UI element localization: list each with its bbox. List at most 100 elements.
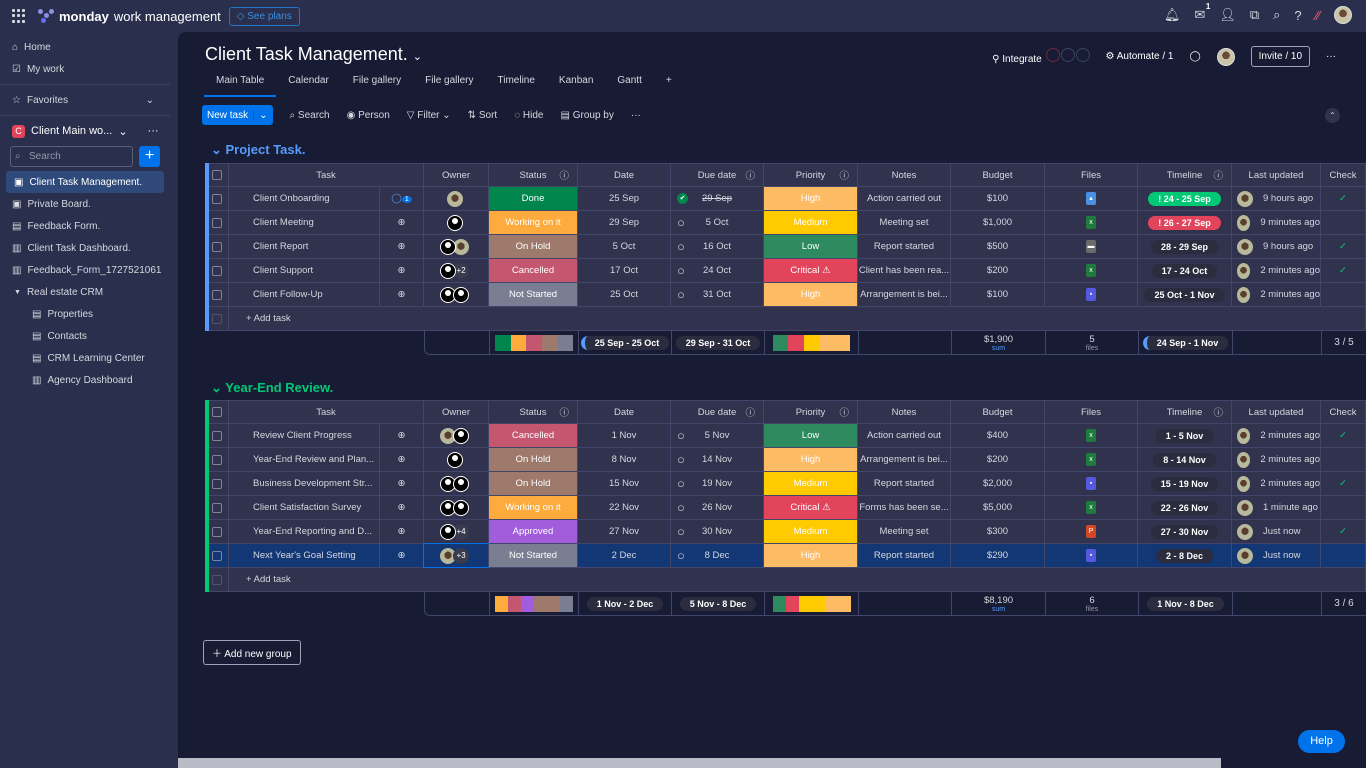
notes-cell[interactable]: Report started: [858, 235, 951, 258]
table-row[interactable]: Client Follow-Up ⊕ Not Started 25 Oct ○ 31 Oc…: [205, 283, 1366, 307]
column-header[interactable]: Last updated: [1232, 164, 1321, 186]
column-header[interactable]: Date: [578, 401, 671, 423]
circle-icon[interactable]: ○: [677, 500, 685, 515]
column-header[interactable]: Check: [1321, 401, 1366, 423]
files-cell[interactable]: x: [1045, 259, 1138, 282]
search-button[interactable]: ⌕ Search: [289, 109, 330, 121]
checkbox[interactable]: [211, 430, 222, 441]
filter-button[interactable]: ▽ Filter ⌄: [406, 109, 451, 121]
budget-cell[interactable]: $200: [951, 259, 1045, 282]
info-icon[interactable]: ⓘ: [559, 408, 569, 419]
add-update-icon[interactable]: ⊕: [397, 502, 406, 513]
timeline-pill[interactable]: 17 - 24 Oct: [1151, 263, 1218, 278]
row-checkbox[interactable]: [205, 211, 229, 234]
row-checkbox[interactable]: [205, 496, 229, 519]
add-task-row[interactable]: + Add task: [205, 307, 1366, 331]
column-header[interactable]: Priority ⓘ: [764, 401, 858, 423]
select-all-checkbox[interactable]: [205, 164, 229, 186]
check-cell[interactable]: [1321, 211, 1366, 234]
budget-cell[interactable]: $290: [951, 544, 1045, 567]
status-cell[interactable]: On Hold: [489, 235, 578, 258]
task-name[interactable]: Year-End Review and Plan...: [229, 448, 380, 471]
add-update-icon[interactable]: ⊕: [397, 430, 406, 441]
updates-button[interactable]: ⊕: [380, 496, 424, 519]
checkbox[interactable]: [211, 454, 222, 465]
row-checkbox[interactable]: [205, 520, 229, 543]
date-cell[interactable]: 29 Sep: [578, 211, 671, 234]
updates-button[interactable]: ◯ 1: [380, 187, 424, 210]
budget-cell[interactable]: $1,000: [951, 211, 1045, 234]
priority-cell[interactable]: High: [764, 544, 858, 567]
check-cell[interactable]: [1321, 496, 1366, 519]
person-icon[interactable]: [453, 427, 469, 444]
circle-icon[interactable]: ○: [677, 287, 685, 302]
add-update-icon[interactable]: ⊕: [397, 265, 406, 276]
check-cell[interactable]: [1321, 448, 1366, 471]
priority-cell[interactable]: Low: [764, 424, 858, 447]
due-date-cell[interactable]: ○ 30 Nov: [671, 520, 764, 543]
status-distribution-bar[interactable]: [495, 595, 573, 612]
column-header[interactable]: Due date ⓘ: [671, 401, 764, 423]
ppt-file-icon[interactable]: P: [1086, 525, 1096, 538]
check-cell[interactable]: ✓: [1321, 259, 1366, 282]
add-task-input[interactable]: + Add task: [229, 568, 1366, 591]
notes-cell[interactable]: Meeting set: [858, 520, 951, 543]
help-button[interactable]: Help: [1298, 730, 1345, 753]
invite-button[interactable]: Invite / 10: [1250, 46, 1310, 67]
sidebar-board-item[interactable]: ▥ Feedback_Form_1727521061: [0, 259, 170, 281]
sidebar-my-work[interactable]: ☑ My work: [0, 58, 170, 80]
task-name[interactable]: Client Follow-Up: [229, 283, 380, 306]
group-title[interactable]: ⌄ Project Task.: [211, 142, 305, 158]
budget-cell[interactable]: $100: [951, 283, 1045, 306]
notes-cell[interactable]: Action carried out: [858, 424, 951, 447]
help-icon[interactable]: ?: [1294, 7, 1302, 23]
info-icon[interactable]: ⓘ: [839, 408, 849, 419]
table-row[interactable]: Review Client Progress ⊕ Cancelled 1 Nov ○ 5 …: [205, 424, 1366, 448]
due-date-cell[interactable]: ○ 26 Nov: [671, 496, 764, 519]
tab-timeline[interactable]: Timeline: [497, 75, 535, 86]
files-cell[interactable]: x: [1045, 448, 1138, 471]
date-cell[interactable]: 1 Nov: [578, 424, 671, 447]
checkbox[interactable]: [211, 170, 222, 180]
xls-file-icon[interactable]: x: [1086, 429, 1096, 442]
sidebar-folder-item[interactable]: ▤ Contacts: [0, 325, 170, 347]
status-cell[interactable]: Cancelled: [489, 424, 578, 447]
status-cell[interactable]: Approved: [489, 520, 578, 543]
priority-cell[interactable]: Medium: [764, 211, 858, 234]
xls-file-icon[interactable]: x: [1086, 501, 1096, 514]
integrate-button[interactable]: ⚲ Integrate: [992, 48, 1090, 65]
status-cell[interactable]: Not Started: [489, 283, 578, 306]
circle-icon[interactable]: ○: [677, 428, 685, 443]
owner-more-count[interactable]: +3: [453, 547, 469, 564]
add-update-icon[interactable]: ⊕: [397, 550, 406, 561]
checkbox[interactable]: [211, 502, 222, 513]
notes-cell[interactable]: Action carried out: [858, 187, 951, 210]
automate-button[interactable]: ⚙ Automate / 1: [1105, 51, 1174, 62]
owner-avatar[interactable]: [440, 427, 456, 444]
budget-cell[interactable]: $100: [951, 187, 1045, 210]
column-header[interactable]: Files: [1045, 164, 1138, 186]
task-name[interactable]: Client Report: [229, 235, 380, 258]
budget-cell[interactable]: $200: [951, 448, 1045, 471]
timeline-cell[interactable]: 28 - 29 Sep: [1138, 235, 1232, 258]
owner-avatar[interactable]: [440, 547, 456, 564]
updates-button[interactable]: ⊕: [380, 211, 424, 234]
sidebar-favorites[interactable]: ☆ Favorites ⌄: [0, 89, 170, 111]
updates-button[interactable]: ⊕: [380, 259, 424, 282]
info-icon[interactable]: ⓘ: [1213, 171, 1223, 182]
due-date-cell[interactable]: ○ 14 Nov: [671, 448, 764, 471]
doc-file-icon[interactable]: ▪: [1086, 549, 1096, 562]
files-cell[interactable]: x: [1045, 211, 1138, 234]
person-icon[interactable]: [440, 499, 456, 516]
comment-icon[interactable]: ◯: [1189, 51, 1201, 62]
doc-file-icon[interactable]: ▪: [1086, 288, 1096, 301]
tab-calendar[interactable]: Calendar: [288, 75, 329, 86]
checkbox[interactable]: [211, 193, 222, 204]
budget-cell[interactable]: $2,000: [951, 472, 1045, 495]
files-cell[interactable]: ▪: [1045, 544, 1138, 567]
xls-file-icon[interactable]: x: [1086, 216, 1096, 229]
doc-file-icon[interactable]: ▪: [1086, 477, 1096, 490]
row-checkbox[interactable]: [205, 187, 229, 210]
timeline-pill[interactable]: ! 24 - 25 Sep: [1148, 191, 1221, 206]
search-icon[interactable]: ⌕: [1273, 7, 1281, 22]
